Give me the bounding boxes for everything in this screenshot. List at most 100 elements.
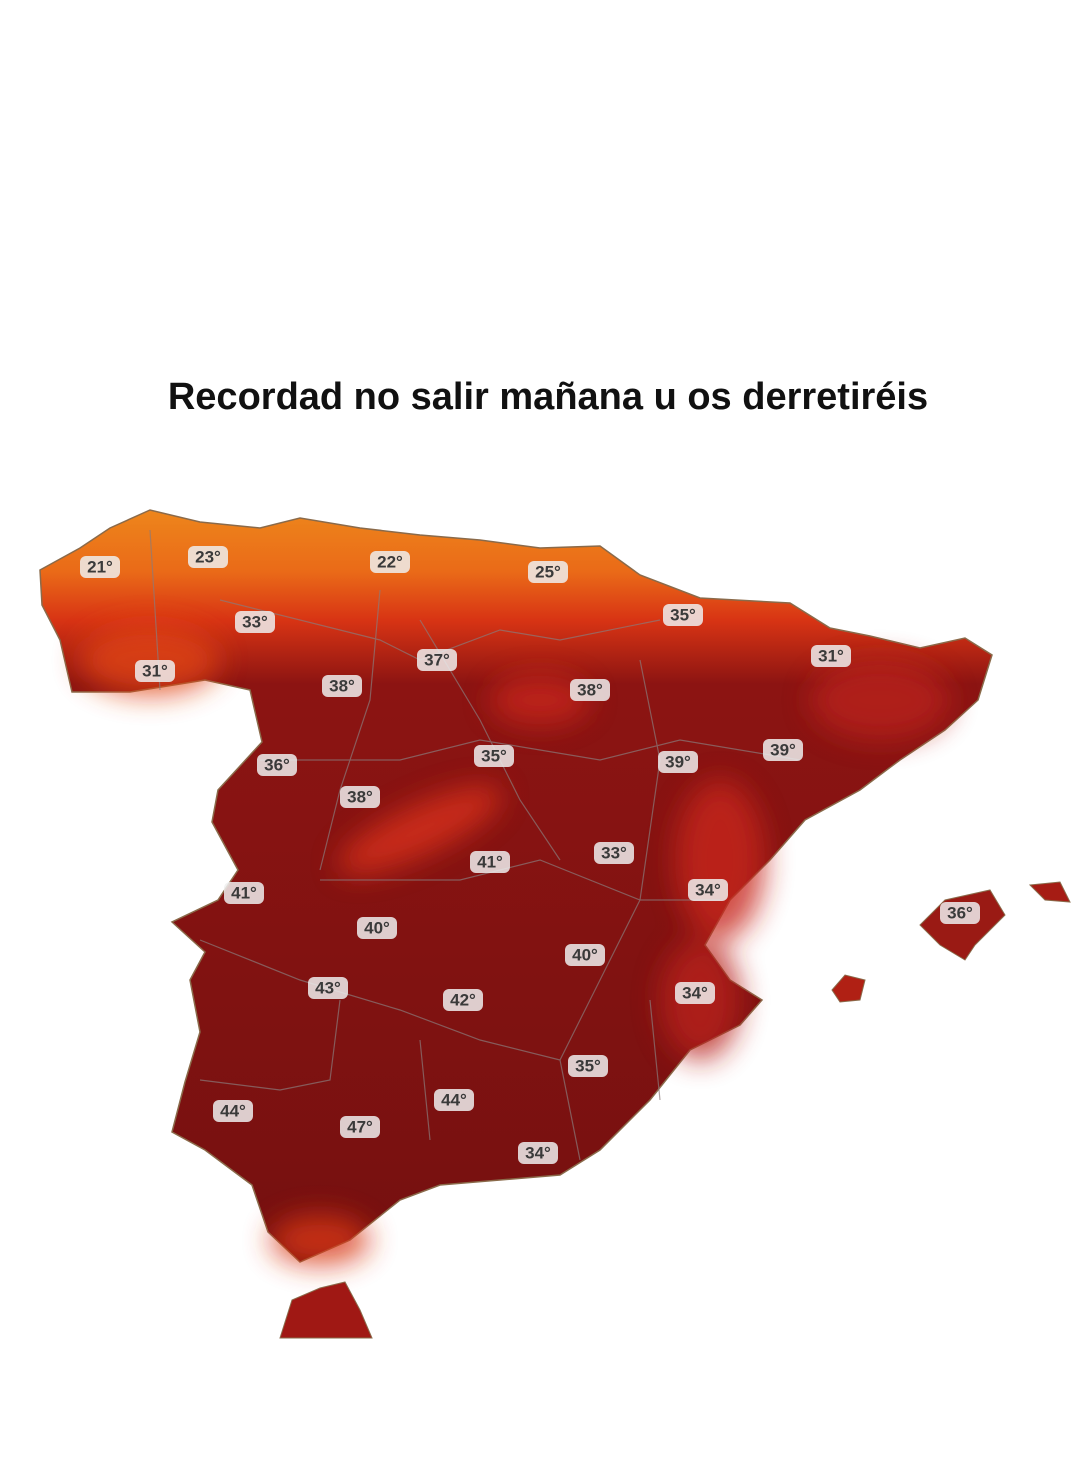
label-bg	[518, 1142, 558, 1164]
temp-text: 31°	[142, 661, 168, 680]
temp-text: 40°	[364, 918, 390, 937]
temp-label: 42°	[443, 989, 483, 1011]
temp-text: 44°	[441, 1090, 467, 1109]
temp-text: 42°	[450, 990, 476, 1009]
temp-label: 38°	[570, 679, 610, 701]
temp-label: 35°	[663, 604, 703, 626]
label-bg	[594, 842, 634, 864]
temp-text: 38°	[577, 680, 603, 699]
label-bg	[658, 751, 698, 773]
label-bg	[322, 675, 362, 697]
label-bg	[370, 551, 410, 573]
temp-text: 33°	[601, 843, 627, 862]
label-bg	[224, 882, 264, 904]
label-bg	[568, 1055, 608, 1077]
label-bg	[528, 561, 568, 583]
temp-label: 47°	[340, 1116, 380, 1138]
temp-label: 33°	[235, 611, 275, 633]
temp-text: 43°	[315, 978, 341, 997]
label-bg	[434, 1089, 474, 1111]
temp-label: 38°	[322, 675, 362, 697]
temp-text: 31°	[818, 646, 844, 665]
temp-text: 38°	[329, 676, 355, 695]
temp-label: 25°	[528, 561, 568, 583]
temp-label: 34°	[518, 1142, 558, 1164]
label-bg	[135, 660, 175, 682]
temp-text: 21°	[87, 557, 113, 576]
temp-label: 33°	[594, 842, 634, 864]
temp-text: 38°	[347, 787, 373, 806]
temp-label: 34°	[675, 982, 715, 1004]
temp-text: 34°	[682, 983, 708, 1002]
temp-label: 21°	[80, 556, 120, 578]
hot-spots	[80, 625, 950, 1265]
temperature-labels: 21° 23° 22° 25° 35° 33° 31° 37° 31° 38° 38° 35° 39° 3…	[80, 546, 980, 1164]
temp-text: 25°	[535, 562, 561, 581]
temp-label: 31°	[811, 645, 851, 667]
temp-label: 31°	[135, 660, 175, 682]
mallorca	[919, 889, 1006, 961]
temp-label: 43°	[308, 977, 348, 999]
temp-label: 39°	[658, 751, 698, 773]
label-bg	[188, 546, 228, 568]
temp-text: 41°	[477, 852, 503, 871]
temp-text: 35°	[481, 746, 507, 765]
temp-label: 44°	[434, 1089, 474, 1111]
label-bg	[340, 786, 380, 808]
label-bg	[763, 739, 803, 761]
temp-label: 37°	[417, 649, 457, 671]
label-bg	[565, 944, 605, 966]
label-bg	[80, 556, 120, 578]
peninsula	[39, 509, 993, 1263]
temp-label: 22°	[370, 551, 410, 573]
temp-label: 36°	[257, 754, 297, 776]
label-bg	[663, 604, 703, 626]
label-bg	[357, 917, 397, 939]
temp-label: 44°	[213, 1100, 253, 1122]
temp-text: 34°	[695, 880, 721, 899]
temp-text: 39°	[770, 740, 796, 759]
temp-label: 35°	[568, 1055, 608, 1077]
temp-text: 40°	[572, 945, 598, 964]
label-bg	[417, 649, 457, 671]
temp-label: 39°	[763, 739, 803, 761]
temp-text: 44°	[220, 1101, 246, 1120]
label-bg	[940, 902, 980, 924]
label-bg	[213, 1100, 253, 1122]
temp-text: 35°	[670, 605, 696, 624]
label-bg	[811, 645, 851, 667]
label-bg	[470, 851, 510, 873]
temp-text: 23°	[195, 547, 221, 566]
temp-label: 38°	[340, 786, 380, 808]
temp-label: 41°	[470, 851, 510, 873]
temp-label: 36°	[940, 902, 980, 924]
temp-text: 36°	[264, 755, 290, 774]
label-bg	[443, 989, 483, 1011]
temp-label: 34°	[688, 879, 728, 901]
label-bg	[570, 679, 610, 701]
menorca	[1028, 881, 1071, 903]
temp-text: 33°	[242, 612, 268, 631]
temp-text: 35°	[575, 1056, 601, 1075]
label-bg	[474, 745, 514, 767]
label-bg	[257, 754, 297, 776]
label-bg	[340, 1116, 380, 1138]
temp-label: 35°	[474, 745, 514, 767]
temp-text: 39°	[665, 752, 691, 771]
temp-text: 37°	[424, 650, 450, 669]
temp-text: 34°	[525, 1143, 551, 1162]
label-bg	[688, 879, 728, 901]
label-bg	[308, 977, 348, 999]
temp-label: 23°	[188, 546, 228, 568]
temp-label: 40°	[565, 944, 605, 966]
label-bg	[235, 611, 275, 633]
temp-label: 41°	[224, 882, 264, 904]
temp-text: 36°	[947, 903, 973, 922]
ibiza	[831, 974, 866, 1003]
title: Recordad no salir mañana u os derretiréi…	[167, 376, 929, 418]
temp-text: 47°	[347, 1117, 373, 1136]
africa	[279, 1281, 373, 1339]
temp-text: 22°	[377, 552, 403, 571]
